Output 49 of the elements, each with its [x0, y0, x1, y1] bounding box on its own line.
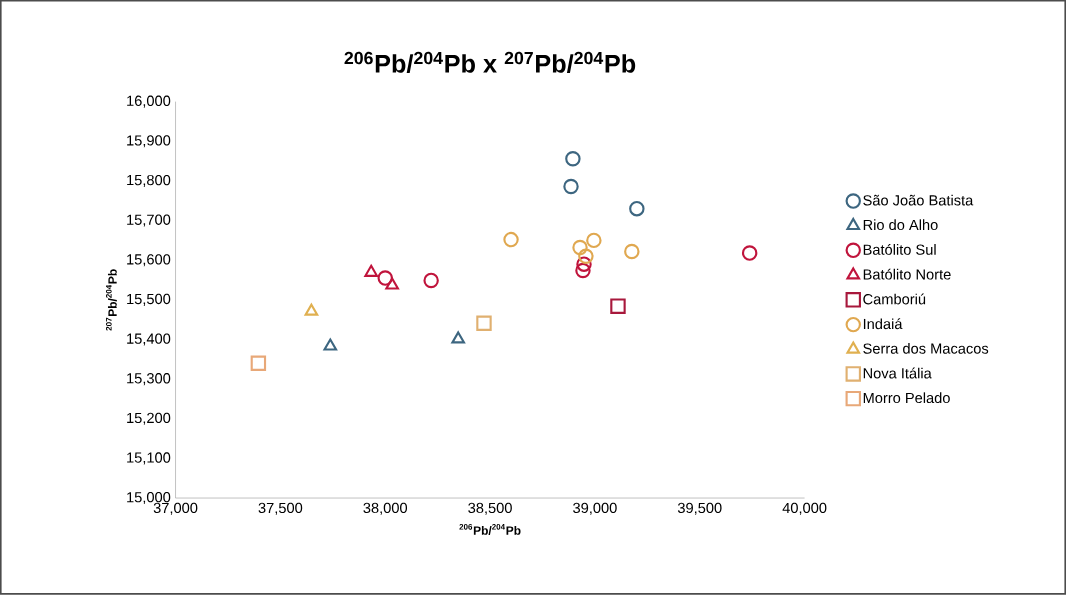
y-tick-label: 15,100	[127, 452, 171, 465]
point	[423, 272, 439, 289]
point	[304, 303, 319, 316]
point	[610, 298, 626, 315]
legend-label: Indaiá	[863, 318, 903, 330]
point	[250, 355, 267, 372]
y-tick-label: 15,400	[127, 333, 171, 346]
point	[364, 264, 379, 278]
y-tick-label: 15,900	[127, 135, 171, 148]
legend-label: Batólito Norte	[863, 268, 951, 280]
point	[576, 256, 592, 273]
x-axis-title: $^{206}$Pb/$^{204}$Pb	[459, 524, 521, 536]
legend-label: Serra dos Macacos	[863, 343, 989, 354]
legend-label: Camboriú	[863, 293, 926, 305]
x-tick-label: 38,000	[363, 502, 408, 515]
y-axis-title: $^{207}$Pb/$^{204}$Pb	[106, 269, 117, 331]
y-tick-label: 15,500	[127, 293, 171, 307]
x-tick-label: 39,500	[677, 502, 722, 515]
y-tick-label: 16,000	[127, 95, 171, 108]
legend-label: Rio do Alho	[863, 219, 938, 231]
x-tick-label: 37,000	[153, 502, 198, 515]
point	[476, 315, 492, 332]
y-tick-label: 15,300	[127, 373, 171, 386]
point	[586, 232, 602, 249]
point	[565, 151, 581, 167]
legend-label: Batólito Sul	[863, 244, 936, 255]
point	[563, 178, 579, 195]
point	[629, 201, 645, 217]
point	[575, 262, 591, 279]
point	[624, 243, 640, 260]
x-tick-label: 39,000	[573, 502, 617, 515]
legend-label: Morro Pelado	[863, 392, 950, 404]
point	[323, 338, 338, 351]
x-tick-label: 40,000	[782, 502, 827, 515]
legend-label: São João Batista	[863, 194, 974, 206]
point	[578, 248, 594, 265]
legend-label: Nova Itália	[863, 367, 932, 379]
y-tick-label: 15,200	[127, 412, 171, 425]
chart-title: $^{206}$Pb/$^{204}$Pb x $^{207}$Pb/$^{204}$Pb	[344, 51, 636, 74]
point	[741, 245, 758, 261]
point	[572, 239, 588, 256]
point	[503, 232, 519, 248]
y-tick-label: 15,800	[127, 175, 171, 188]
y-tick-label: 15,600	[127, 254, 171, 267]
point	[451, 331, 466, 344]
x-tick-label: 38,500	[468, 502, 512, 515]
y-tick-label: 15,000	[127, 492, 171, 505]
x-tick-label: 37,500	[258, 502, 303, 515]
y-tick-label: 15,700	[127, 214, 171, 227]
